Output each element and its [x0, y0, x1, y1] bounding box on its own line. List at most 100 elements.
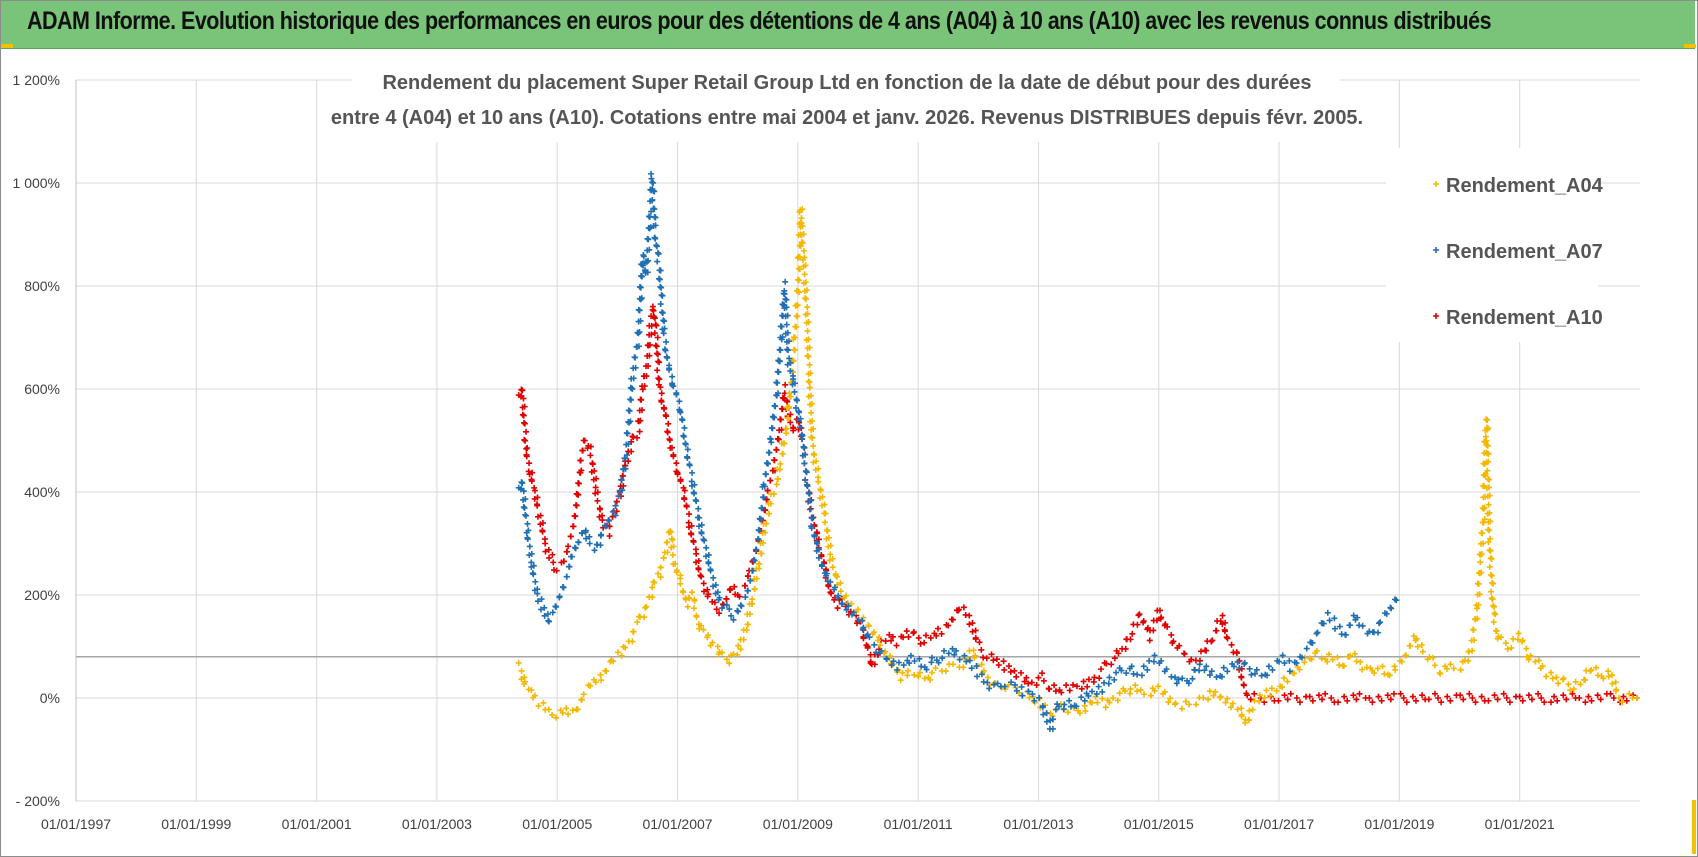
data-point — [627, 418, 634, 425]
data-point — [681, 495, 688, 502]
data-point — [1605, 668, 1612, 675]
data-point — [775, 357, 782, 364]
data-point — [586, 540, 593, 547]
data-point — [650, 187, 657, 194]
data-point — [826, 557, 833, 564]
data-point — [961, 652, 968, 659]
data-point — [895, 659, 902, 666]
data-point — [1238, 711, 1245, 718]
data-point — [777, 460, 784, 467]
data-point — [1116, 690, 1123, 697]
data-point — [802, 468, 809, 475]
data-point — [782, 381, 789, 388]
data-point — [1482, 433, 1489, 440]
data-point — [1474, 580, 1481, 587]
data-point — [916, 669, 923, 676]
data-point — [821, 501, 828, 508]
data-point — [681, 487, 688, 494]
data-point — [827, 578, 834, 585]
data-point — [1570, 686, 1577, 693]
data-point — [594, 497, 601, 504]
data-point — [656, 359, 663, 366]
data-point — [767, 435, 774, 442]
data-point — [643, 603, 650, 610]
data-point — [845, 602, 852, 609]
data-point — [697, 572, 704, 579]
data-point — [1155, 683, 1162, 690]
data-point — [740, 636, 747, 643]
data-point — [802, 451, 809, 458]
data-point — [762, 529, 769, 536]
data-point — [670, 451, 677, 458]
data-point — [526, 460, 533, 467]
data-point — [1078, 685, 1085, 692]
data-point — [939, 655, 946, 662]
data-point — [723, 602, 730, 609]
data-point — [587, 443, 594, 450]
data-point — [1135, 612, 1142, 619]
data-point — [1296, 666, 1303, 673]
data-point — [635, 343, 642, 350]
data-point — [1465, 657, 1472, 664]
data-point — [632, 364, 639, 371]
data-point — [1324, 609, 1331, 616]
data-point — [570, 523, 577, 530]
data-point — [1491, 692, 1498, 699]
data-point — [654, 351, 661, 358]
data-point — [1026, 694, 1033, 701]
data-point — [1158, 614, 1165, 621]
data-point — [951, 651, 958, 658]
data-point — [1563, 696, 1570, 703]
data-point — [1179, 675, 1186, 682]
data-point — [1108, 661, 1115, 668]
data-point — [1585, 693, 1592, 700]
data-point — [1208, 668, 1215, 675]
data-point — [802, 262, 809, 269]
data-point — [1296, 699, 1303, 706]
data-point — [636, 329, 643, 336]
data-point — [835, 592, 842, 599]
data-point — [712, 582, 719, 589]
data-point — [677, 408, 684, 415]
data-point — [819, 493, 826, 500]
data-point — [1490, 580, 1496, 587]
x-tick-label: 01/01/1999 — [161, 816, 231, 832]
data-point — [1066, 687, 1073, 694]
data-point — [1276, 658, 1283, 665]
data-point — [1105, 680, 1112, 687]
data-point — [1351, 650, 1358, 657]
data-point — [519, 387, 526, 394]
data-point — [549, 551, 556, 558]
data-point — [1067, 703, 1074, 710]
data-point — [804, 352, 811, 359]
data-point — [960, 604, 967, 611]
data-point — [1039, 670, 1046, 677]
data-point — [1334, 654, 1341, 661]
data-point — [1477, 559, 1484, 566]
data-point — [807, 392, 814, 399]
data-point — [1609, 672, 1616, 679]
data-point — [707, 566, 714, 573]
data-point — [927, 634, 934, 641]
data-point — [758, 504, 765, 511]
data-point — [656, 276, 663, 283]
data-point — [823, 570, 830, 577]
data-point — [994, 680, 1001, 687]
data-point — [1366, 695, 1373, 701]
legend: Rendement_A04 Rendement_A07 Rendement_A10 — [1386, 148, 1604, 342]
data-point — [698, 529, 705, 536]
data-point — [750, 556, 757, 563]
data-point — [635, 306, 642, 313]
data-point — [657, 283, 664, 290]
data-point — [785, 338, 792, 345]
data-point — [1240, 681, 1247, 688]
data-point — [1483, 442, 1490, 449]
data-point — [1236, 664, 1243, 671]
data-point — [780, 440, 787, 447]
data-point — [649, 594, 656, 601]
data-point — [1576, 695, 1583, 701]
data-point — [799, 239, 806, 246]
data-point — [1588, 666, 1595, 673]
data-point — [935, 659, 942, 666]
data-point — [932, 665, 939, 672]
